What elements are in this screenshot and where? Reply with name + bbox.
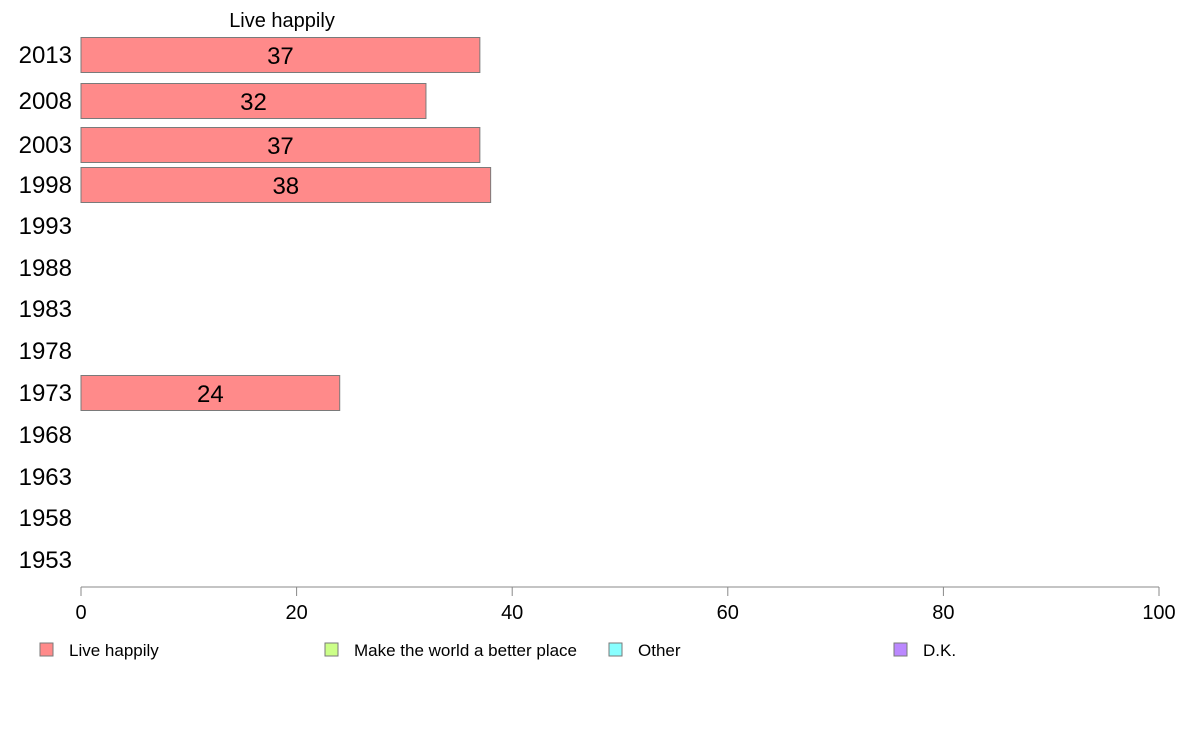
year-label: 2008 [19, 88, 72, 115]
year-label: 1958 [19, 505, 72, 532]
year-label: 1973 [19, 380, 72, 407]
year-label: 2003 [19, 132, 72, 159]
x-tick-label: 100 [1142, 602, 1175, 624]
legend-label: Other [638, 641, 681, 660]
value-label: 37 [267, 43, 294, 70]
year-label: 1983 [19, 296, 72, 323]
bar [80, 127, 481, 163]
year-label: 1963 [19, 464, 72, 491]
legend: Live happily Make the world a better plac… [39, 641, 956, 660]
year-label: 1968 [19, 422, 72, 449]
year-labels-group: 2013 2008 2003 1998 1993 1988 1983 1978 1973 1968… [19, 42, 72, 574]
x-tick-label: 0 [75, 602, 86, 624]
year-label: 2013 [19, 42, 72, 69]
x-axis: 0 20 40 60 80 100 [75, 586, 1176, 624]
bar [80, 37, 481, 73]
legend-swatch [893, 642, 908, 657]
bars-group [80, 37, 492, 411]
legend-swatch [608, 642, 623, 657]
legend-label: D.K. [923, 641, 956, 660]
chart-title: Live happily [229, 10, 335, 32]
legend-swatch [324, 642, 339, 657]
year-label: 1978 [19, 338, 72, 365]
value-label: 38 [272, 173, 299, 200]
bar [80, 375, 341, 411]
value-label: 24 [197, 381, 224, 408]
x-tick-label: 60 [717, 602, 739, 624]
x-tick-label: 80 [932, 602, 954, 624]
year-label: 1988 [19, 255, 72, 282]
value-label: 37 [267, 133, 294, 160]
year-label: 1953 [19, 547, 72, 574]
legend-swatch [39, 642, 54, 657]
x-tick-label: 40 [501, 602, 523, 624]
year-label: 1993 [19, 213, 72, 240]
value-label: 32 [240, 89, 267, 116]
year-label: 1998 [19, 172, 72, 199]
bar [80, 167, 492, 203]
legend-label: Live happily [69, 641, 159, 660]
bar [80, 83, 427, 119]
legend-label: Make the world a better place [354, 641, 577, 660]
x-tick-label: 20 [285, 602, 307, 624]
